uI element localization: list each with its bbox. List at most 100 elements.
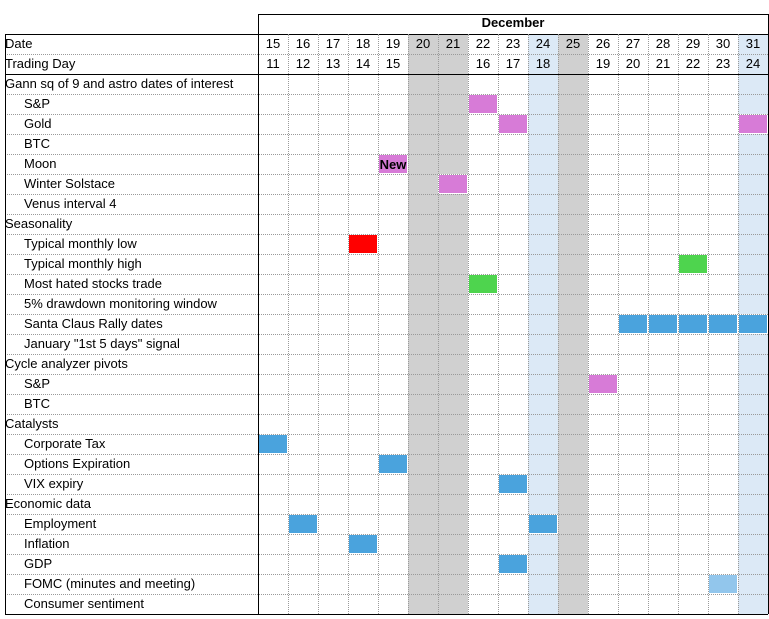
trading-day-cell: 18	[535, 56, 551, 71]
event-marker	[678, 254, 708, 274]
trading-day-cell: 22	[685, 56, 701, 71]
grid-row-line	[5, 554, 768, 555]
row-label: Moon	[24, 156, 57, 171]
date-cell: 18	[355, 36, 371, 51]
date-cell: 22	[475, 36, 491, 51]
grid-row-line	[5, 274, 768, 275]
event-marker	[738, 314, 768, 334]
date-cell: 21	[445, 36, 461, 51]
grid-column-line	[558, 34, 559, 614]
trading-day-cell: 16	[475, 56, 491, 71]
row-label: S&P	[24, 376, 51, 391]
grid-row-line	[5, 574, 768, 575]
trading-day-cell	[438, 54, 468, 74]
event-marker	[648, 314, 678, 334]
section-label: Catalysts	[5, 416, 59, 431]
grid-row-line	[5, 514, 768, 515]
trading-day-cell: 21	[655, 56, 671, 71]
holiday-column-shade	[558, 34, 588, 614]
grid-row-line	[5, 174, 768, 175]
row-label: January "1st 5 days" signal	[24, 336, 180, 351]
section-label: Trading Day	[5, 56, 76, 71]
event-marker	[378, 454, 408, 474]
grid-row-line	[5, 134, 768, 135]
event-marker	[738, 114, 768, 134]
trading-day-cell: 19	[595, 56, 611, 71]
event-marker	[498, 474, 528, 494]
row-label: Consumer sentiment	[24, 596, 144, 611]
section-label: Date	[5, 36, 33, 51]
grid-left-line	[5, 34, 6, 614]
row-label: Typical monthly low	[24, 236, 137, 251]
grid-row-line	[5, 494, 768, 495]
date-cell: 19	[385, 36, 401, 51]
grid-row-line	[5, 454, 768, 455]
grid-column-line	[648, 34, 649, 614]
event-marker	[468, 274, 498, 294]
grid-column-line	[468, 34, 469, 614]
row-label: S&P	[24, 96, 51, 111]
grid-row-line	[5, 254, 768, 255]
grid-row-line	[5, 334, 768, 335]
grid-row-line	[5, 54, 768, 55]
grid-column-line	[678, 34, 679, 614]
grid-row-line	[5, 294, 768, 295]
row-label: GDP	[24, 556, 53, 571]
trading-day-cell: 12	[295, 56, 311, 71]
row-label: 5% drawdown monitoring window	[24, 296, 217, 311]
grid-row-line	[5, 314, 768, 315]
holiday-column-shade	[438, 34, 468, 614]
section-label: Gann sq of 9 and astro dates of interest	[5, 76, 234, 91]
row-label: Santa Claus Rally dates	[24, 316, 163, 331]
grid-row-line	[5, 594, 768, 595]
trading-day-cell: 17	[505, 56, 521, 71]
trading-day-cell: 13	[325, 56, 341, 71]
row-label: FOMC (minutes and meeting)	[24, 576, 196, 591]
grid-column-line	[708, 34, 709, 614]
trading-day-cell	[408, 54, 438, 74]
event-marker	[618, 314, 648, 334]
grid-column-line	[588, 34, 589, 614]
grid-row-line	[5, 414, 768, 415]
grid-row-line	[5, 474, 768, 475]
date-cell: 27	[625, 36, 641, 51]
event-marker	[288, 514, 318, 534]
grid-column-line	[738, 34, 739, 614]
event-marker	[678, 314, 708, 334]
row-label: Options Expiration	[24, 456, 131, 471]
event-marker	[348, 534, 378, 554]
date-cell: 15	[265, 36, 281, 51]
grid-row-line	[5, 394, 768, 395]
row-label: Winter Solstace	[24, 176, 116, 191]
row-label: Typical monthly high	[24, 256, 142, 271]
event-marker	[438, 174, 468, 194]
event-marker	[258, 434, 288, 454]
row-label: Gold	[24, 116, 52, 131]
section-label: Cycle analyzer pivots	[5, 356, 128, 371]
trading-day-cell: 14	[355, 56, 371, 71]
grid-row-line	[5, 534, 768, 535]
row-label: VIX expiry	[24, 476, 84, 491]
row-label: Most hated stocks trade	[24, 276, 163, 291]
date-cell: 16	[295, 36, 311, 51]
trading-day-cell: 20	[625, 56, 641, 71]
date-cell: 17	[325, 36, 341, 51]
grid-column-line	[618, 34, 619, 614]
date-cell: 20	[415, 36, 431, 51]
grid-column-line	[258, 14, 259, 614]
date-cell: 25	[565, 36, 581, 51]
date-cell: 28	[655, 36, 671, 51]
grid-column-line	[378, 34, 379, 614]
grid-column-line	[318, 34, 319, 614]
event-marker	[348, 234, 378, 254]
grid-row-line	[5, 434, 768, 435]
grid-row-line	[5, 354, 768, 355]
trading-day-cell: 23	[715, 56, 731, 71]
grid-row-line	[5, 234, 768, 235]
grid-column-line	[288, 34, 289, 614]
event-marker	[498, 554, 528, 574]
date-cell: 31	[745, 36, 761, 51]
grid-column-line	[348, 34, 349, 614]
event-marker	[528, 514, 558, 534]
